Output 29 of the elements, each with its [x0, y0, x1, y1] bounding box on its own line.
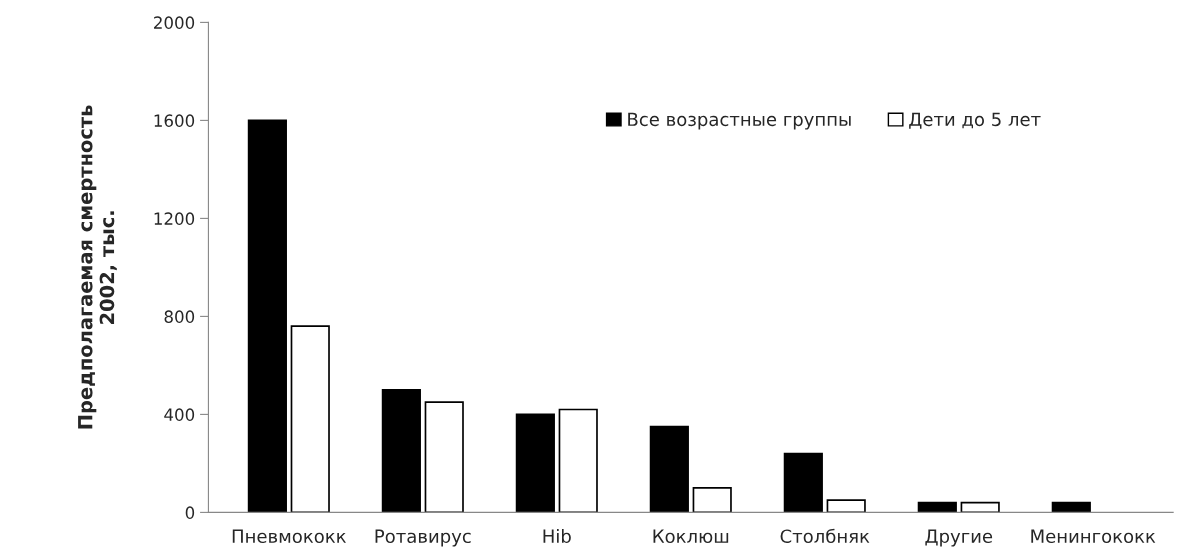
bar	[247, 119, 287, 513]
x-tick-label: Ротавирус	[375, 529, 471, 547]
y-tick-label: 2000	[154, 16, 195, 29]
bar	[826, 499, 866, 513]
x-tick-label: Столбняк	[780, 528, 870, 544]
bar	[290, 325, 330, 513]
bar	[381, 389, 421, 513]
y-tick-label: 0	[185, 506, 195, 519]
x-tick-label: Пневмококк	[232, 529, 346, 544]
bar	[960, 501, 1000, 513]
y-tick-label: 800	[164, 310, 195, 323]
bar	[917, 501, 957, 513]
bar	[649, 425, 689, 513]
y-tick-label: 1200	[154, 212, 195, 225]
legend-label: Все возрастные группы	[628, 112, 851, 130]
bar	[692, 487, 732, 513]
x-tick-label: Менингококк	[1031, 529, 1156, 544]
x-tick-label: Коклюш	[653, 529, 729, 544]
bar	[783, 452, 823, 513]
x-tick-label: Другие	[925, 529, 993, 547]
legend-label: Дети до 5 лет	[909, 112, 1041, 129]
y-tick-label: 1600	[154, 114, 195, 127]
y-tick-label: 400	[164, 408, 195, 421]
bar	[1051, 501, 1091, 513]
bar	[424, 401, 464, 513]
x-tick-label: Hib	[543, 529, 571, 544]
bar	[515, 413, 555, 513]
bar	[558, 408, 598, 513]
y-axis-title: Предполагаемая смертность 2002, тыс.	[78, 105, 117, 429]
